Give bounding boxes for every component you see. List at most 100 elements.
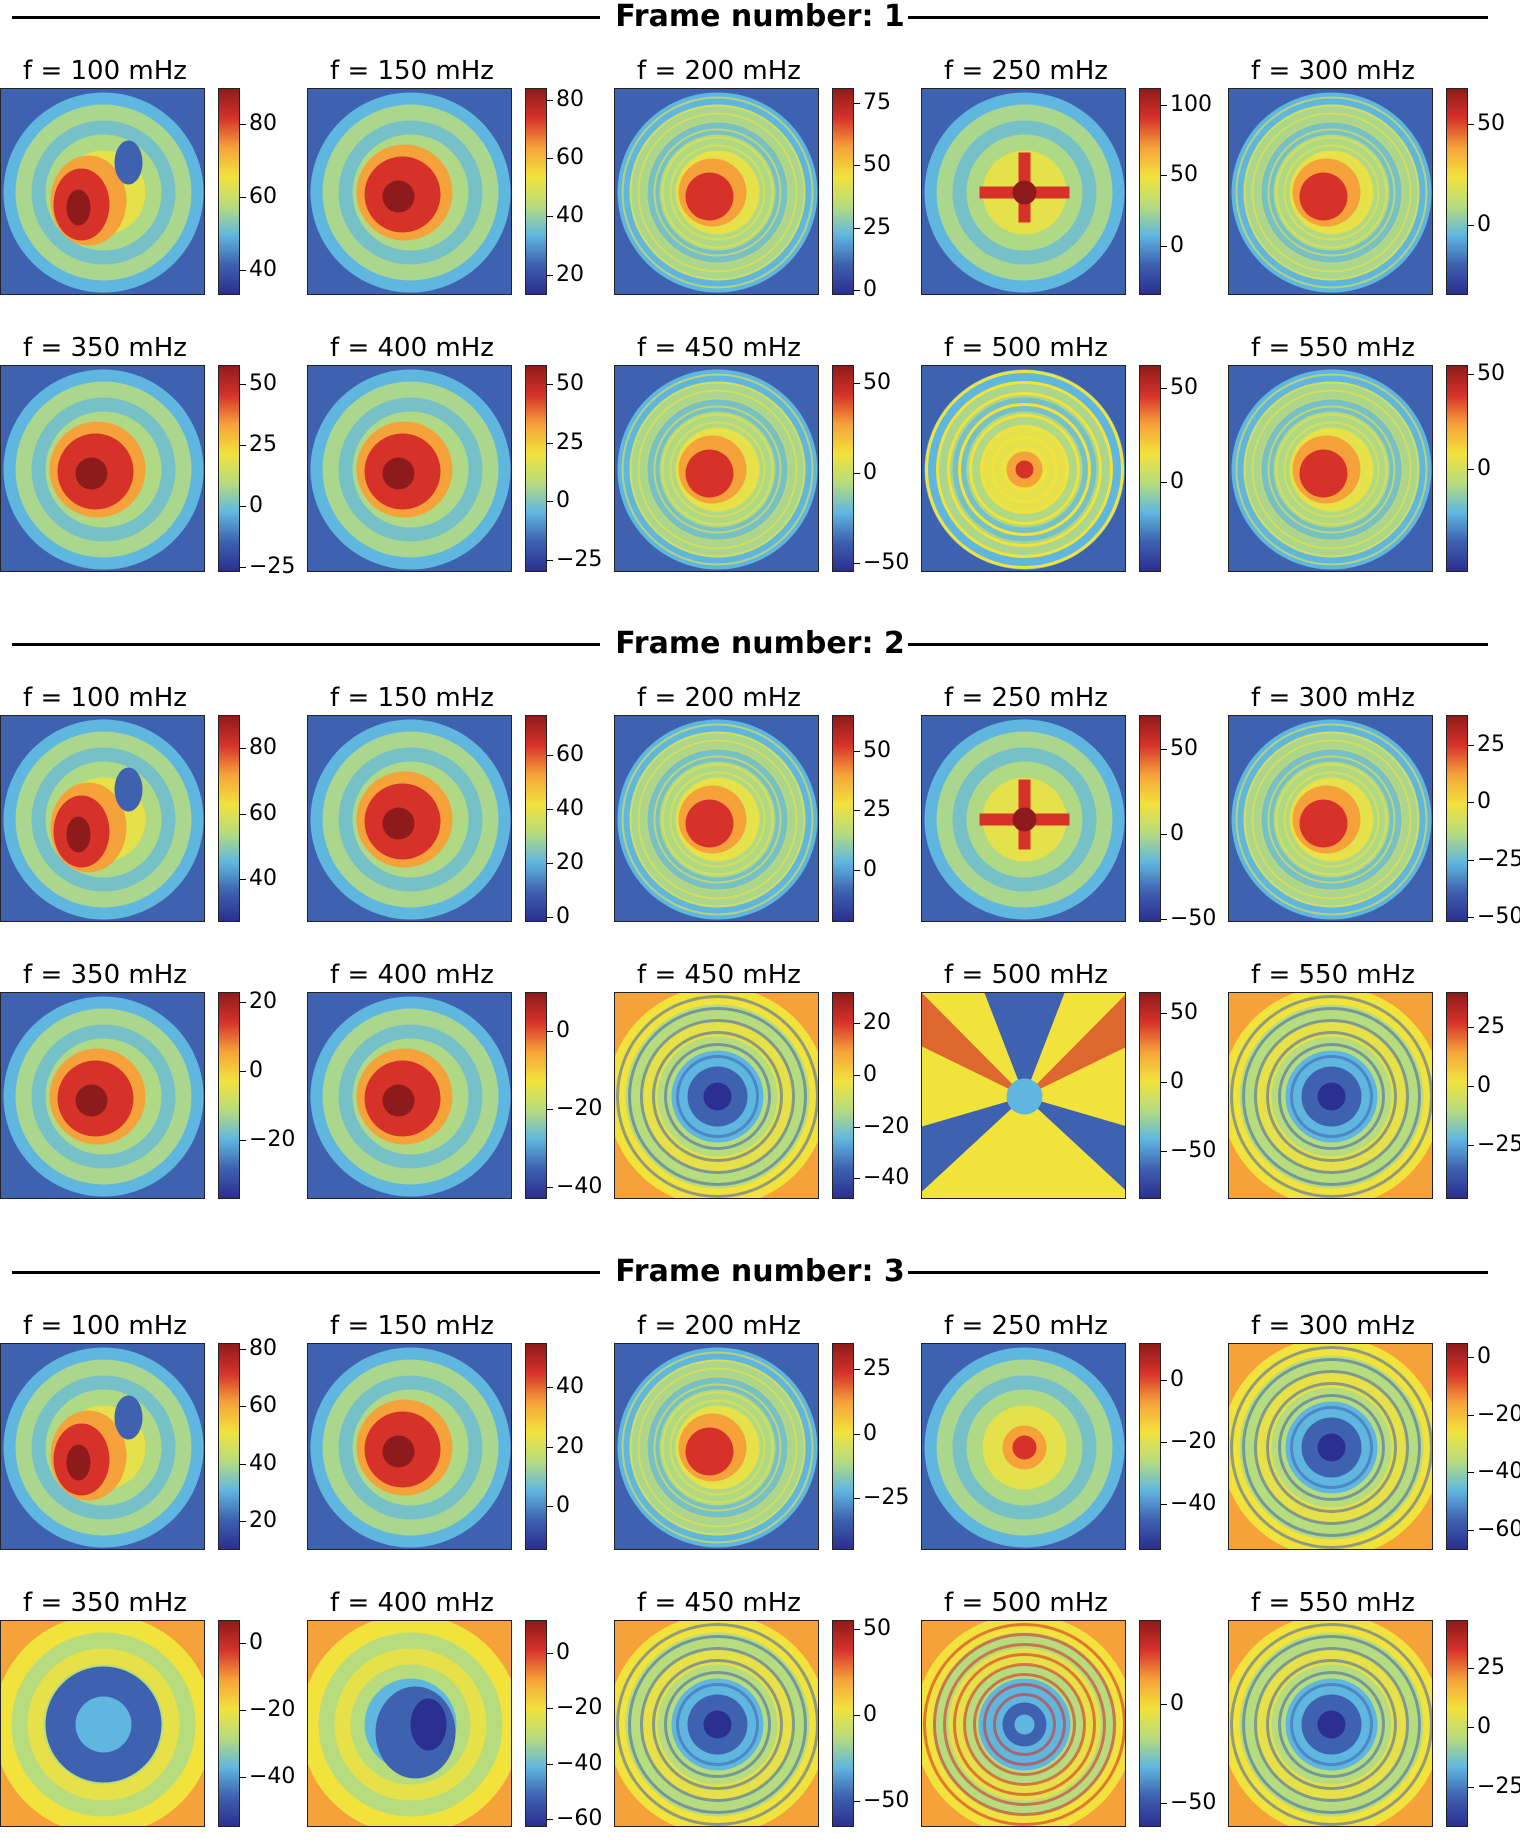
heatmap-plot [922,1344,1125,1549]
frame-divider-left [12,16,600,19]
frame-divider-right [908,643,1488,646]
colorbar-tick [240,879,246,881]
colorbar-tick-label: −20 [863,1113,910,1139]
heatmap-feature [1251,739,1412,900]
heatmap-feature [1290,1406,1373,1489]
heatmap-plot [308,993,511,1198]
heatmap-feature [676,1055,759,1138]
heatmap-plot [922,1621,1125,1826]
colorbar-tick [1468,1667,1474,1669]
colorbar-tick-label: 20 [556,849,584,875]
colorbar-tick [1161,1380,1167,1382]
panel-title: f = 350 mHz [23,1588,187,1618]
colorbar-fill [833,1344,853,1549]
colorbar-tick-label: −40 [1170,1490,1217,1516]
colorbar [1139,992,1161,1199]
heatmap-feature [628,1635,807,1814]
colorbar-tick [240,1348,246,1350]
heatmap-feature [669,144,766,241]
colorbar-tick-label: 0 [556,1492,570,1518]
colorbar-tick-label: 0 [556,903,570,929]
colorbar-fill [219,1621,239,1826]
colorbar-tick-label: 0 [556,1018,570,1044]
colorbar-tick [1161,748,1167,750]
heatmap-feature [933,1633,1116,1816]
colorbar-tick-label: 50 [556,370,584,396]
panel-title: f = 400 mHz [330,960,494,990]
heatmap-feature [1006,1078,1043,1115]
colorbar-fill [1447,1344,1467,1549]
colorbar-tick-label: 25 [1477,1014,1505,1040]
colorbar-tick [1468,468,1474,470]
colorbar-tick-label: 0 [249,1630,263,1656]
heatmap-plot [308,89,511,294]
colorbar-tick [1161,104,1167,106]
heatmap [614,365,819,572]
colorbar-tick-label: 0 [1477,1714,1491,1740]
colorbar-tick [1161,481,1167,483]
heatmap [1228,1620,1433,1827]
colorbar-gradient [219,89,239,294]
colorbar [218,88,240,295]
colorbar-tick-label: 0 [1170,232,1184,258]
colorbar [832,992,854,1199]
colorbar-tick [854,1801,860,1803]
colorbar-gradient [1140,716,1160,921]
colorbar-tick [1468,1086,1474,1088]
heatmap-feature [1278,1043,1385,1150]
heatmap-feature [75,1084,108,1117]
heatmap-plot [308,366,511,571]
colorbar-tick [547,1653,553,1655]
colorbar-gradient [1447,366,1467,571]
colorbar [1446,365,1468,572]
colorbar-tick [1468,917,1474,919]
heatmap [307,365,512,572]
colorbar-tick [854,1126,860,1128]
colorbar-tick-label: −25 [1477,1131,1520,1157]
heatmap [614,88,819,295]
frame-divider-left [12,1271,600,1274]
colorbar-tick-label: 0 [556,488,570,514]
colorbar-tick [854,1074,860,1076]
heatmap [0,715,205,922]
heatmap-plot [1,993,204,1198]
colorbar-tick [1468,1027,1474,1029]
colorbar-tick [240,1776,246,1778]
heatmap-feature [925,370,1124,569]
colorbar-tick [854,1628,860,1630]
colorbar-tick [547,809,553,811]
heatmap [921,365,1126,572]
colorbar-gradient [219,1344,239,1549]
colorbar-tick [240,1140,246,1142]
heatmap [0,992,205,1199]
colorbar-fill [219,89,239,294]
colorbar-tick [1161,833,1167,835]
panel-title: f = 300 mHz [1251,1311,1415,1341]
panel-title: f = 250 mHz [944,683,1108,713]
heatmap-feature [1014,1714,1035,1735]
colorbar-fill [526,993,546,1198]
frame-title: Frame number: 1 [615,0,905,34]
heatmap-feature [1235,373,1428,566]
colorbar-tick-label: 0 [556,1640,570,1666]
colorbar-tick-label: 50 [249,371,277,397]
heatmap-feature [640,1019,795,1174]
colorbar-tick-label: 80 [249,111,277,137]
colorbar-tick [547,1387,553,1389]
heatmap-feature [645,1375,790,1520]
heatmap [614,715,819,922]
heatmap [921,992,1126,1199]
panel-title: f = 500 mHz [944,960,1108,990]
colorbar-tick-label: −25 [863,1485,910,1511]
colorbar-tick-label: −50 [863,550,910,575]
heatmap-feature [1259,120,1404,265]
heatmap-feature [1267,128,1396,257]
colorbar [525,715,547,922]
colorbar-tick-label: 40 [556,1374,584,1400]
heatmap-feature [75,1696,132,1753]
panel-title: f = 350 mHz [23,333,187,363]
heatmap-feature [1317,1710,1346,1739]
heatmap-feature [637,112,798,273]
heatmap-feature [616,1623,818,1826]
colorbar-tick [854,1498,860,1500]
